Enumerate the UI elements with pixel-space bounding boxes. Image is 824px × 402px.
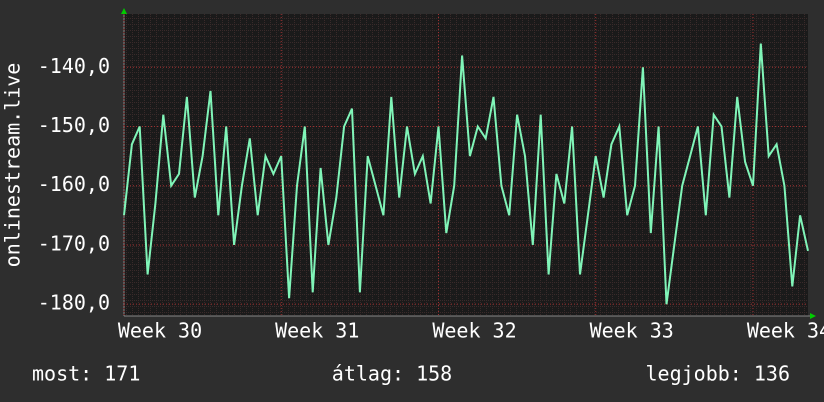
y-axis-label: onlinestream.live [1, 63, 25, 268]
x-arrow [810, 313, 816, 319]
y-tick-label: -140,0 [38, 54, 110, 78]
y-tick-label: -170,0 [38, 231, 110, 255]
footer-avg: átlag: 158 [332, 362, 452, 386]
y-tick-label: -180,0 [38, 291, 110, 315]
y-tick-label: -150,0 [38, 113, 110, 137]
x-tick-label: Week 30 [118, 319, 202, 343]
x-tick-label: Week 32 [432, 319, 516, 343]
y-arrow [121, 8, 127, 14]
x-tick-label: Week 31 [275, 319, 359, 343]
plot-area [124, 14, 808, 316]
footer-now: most: 171 [32, 362, 140, 386]
footer-best: legjobb: 136 [646, 362, 791, 386]
y-tick-label: -160,0 [38, 172, 110, 196]
x-tick-label: Week 34 [747, 319, 824, 343]
x-tick-label: Week 33 [590, 319, 674, 343]
data-line [123, 43, 809, 305]
